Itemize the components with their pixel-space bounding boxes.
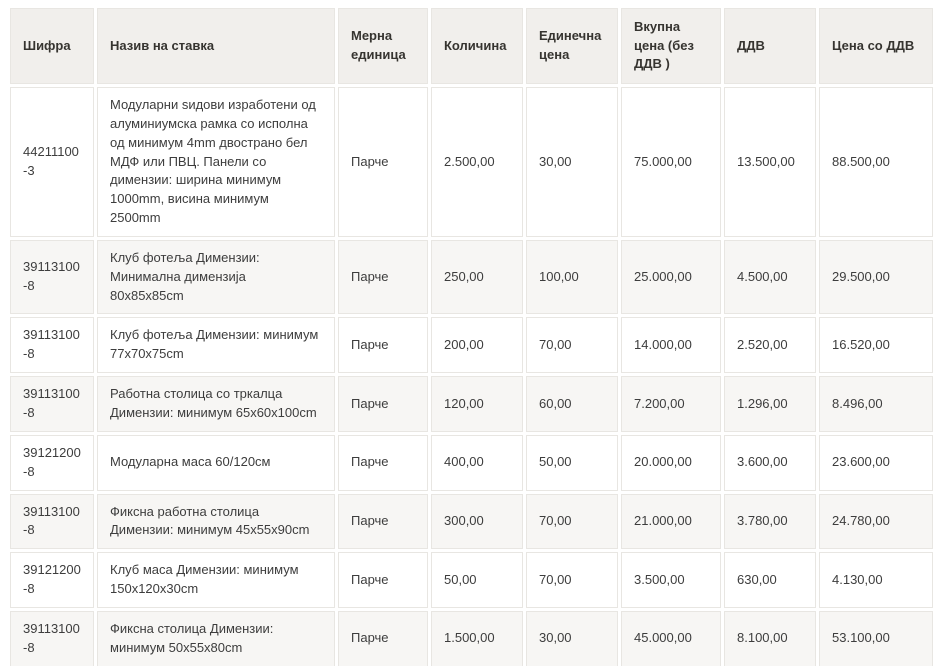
column-header-name: Назив на ставка: [97, 8, 335, 84]
table-row: 39121200-8 Клуб маса Димензии: минимум 15…: [10, 552, 933, 608]
cell-total_no_vat: 75.000,00: [621, 87, 721, 237]
cell-quantity: 250,00: [431, 239, 523, 315]
cell-price_with_vat: 24.780,00: [819, 493, 933, 550]
cell-name: Клуб фотеља Димензии: минимум 77x70x75cm: [97, 317, 335, 374]
cell-total_no_vat: 21.000,00: [621, 493, 721, 550]
cell-unit: Парче: [338, 376, 428, 432]
cell-name: Фиксна столица Димензии: минимум 50x55x8…: [97, 610, 335, 666]
cell-name: Клуб фотеља Димензии: Минимална димензиј…: [97, 239, 335, 315]
cell-vat: 2.520,00: [724, 317, 816, 374]
table-row: 39121200-8 Модуларна маса 60/120см Парче 40…: [10, 434, 933, 491]
cell-price_with_vat: 88.500,00: [819, 87, 933, 237]
cell-quantity: 1.500,00: [431, 610, 523, 666]
cell-vat: 630,00: [724, 552, 816, 608]
cell-total_no_vat: 25.000,00: [621, 239, 721, 315]
cell-total_no_vat: 3.500,00: [621, 552, 721, 608]
table-header: Шифра Назив на ставка Мерна единица Количин…: [10, 8, 933, 84]
cell-name: Клуб маса Димензии: минимум 150x120x30cm: [97, 552, 335, 608]
cell-quantity: 300,00: [431, 493, 523, 550]
cell-quantity: 200,00: [431, 317, 523, 374]
cell-price_with_vat: 53.100,00: [819, 610, 933, 666]
cell-unit_price: 30,00: [526, 87, 618, 237]
cell-vat: 1.296,00: [724, 376, 816, 432]
cell-quantity: 2.500,00: [431, 87, 523, 237]
cell-total_no_vat: 20.000,00: [621, 434, 721, 491]
cell-code: 39121200-8: [10, 434, 94, 491]
cell-quantity: 120,00: [431, 376, 523, 432]
cell-unit_price: 70,00: [526, 493, 618, 550]
cell-total_no_vat: 45.000,00: [621, 610, 721, 666]
cell-unit_price: 60,00: [526, 376, 618, 432]
table-row: 39113100-8 Фиксна работна столица Димензи…: [10, 493, 933, 550]
cell-code: 39113100-8: [10, 239, 94, 315]
table-row: 39113100-8 Клуб фотеља Димензии: минимум …: [10, 317, 933, 374]
cell-total_no_vat: 7.200,00: [621, 376, 721, 432]
column-header-unit_price: Единечна цена: [526, 8, 618, 84]
cell-unit_price: 70,00: [526, 317, 618, 374]
cell-unit: Парче: [338, 552, 428, 608]
table-row: 39113100-8 Работна столица со тркалца Дим…: [10, 376, 933, 432]
table-row: 39113100-8 Клуб фотеља Димензии: Минималн…: [10, 239, 933, 315]
cell-unit: Парче: [338, 493, 428, 550]
cell-unit: Парче: [338, 239, 428, 315]
cell-unit: Парче: [338, 317, 428, 374]
cell-unit_price: 70,00: [526, 552, 618, 608]
cell-price_with_vat: 29.500,00: [819, 239, 933, 315]
cell-vat: 3.600,00: [724, 434, 816, 491]
cell-unit: Парче: [338, 610, 428, 666]
column-header-total_no_vat: Вкупна цена (без ДДВ ): [621, 8, 721, 84]
cell-unit_price: 100,00: [526, 239, 618, 315]
cell-unit: Парче: [338, 87, 428, 237]
cell-quantity: 50,00: [431, 552, 523, 608]
cell-vat: 8.100,00: [724, 610, 816, 666]
cell-vat: 3.780,00: [724, 493, 816, 550]
column-header-price_with_vat: Цена со ДДВ: [819, 8, 933, 84]
table-row: 44211100-3 Модуларни ѕидови изработени од…: [10, 87, 933, 237]
cell-name: Фиксна работна столица Димензии: минимум…: [97, 493, 335, 550]
cell-vat: 13.500,00: [724, 87, 816, 237]
table-header-row: Шифра Назив на ставка Мерна единица Количин…: [10, 8, 933, 84]
cell-name: Модуларна маса 60/120см: [97, 434, 335, 491]
cell-unit_price: 50,00: [526, 434, 618, 491]
cell-code: 39113100-8: [10, 493, 94, 550]
cell-code: 39113100-8: [10, 317, 94, 374]
cell-total_no_vat: 14.000,00: [621, 317, 721, 374]
cell-unit: Парче: [338, 434, 428, 491]
cell-code: 39121200-8: [10, 552, 94, 608]
items-table: Шифра Назив на ставка Мерна единица Количин…: [7, 5, 936, 666]
cell-code: 39113100-8: [10, 610, 94, 666]
cell-unit_price: 30,00: [526, 610, 618, 666]
cell-price_with_vat: 16.520,00: [819, 317, 933, 374]
column-header-vat: ДДВ: [724, 8, 816, 84]
table-body: 44211100-3 Модуларни ѕидови изработени од…: [10, 87, 933, 666]
cell-code: 39113100-8: [10, 376, 94, 432]
cell-price_with_vat: 4.130,00: [819, 552, 933, 608]
column-header-unit: Мерна единица: [338, 8, 428, 84]
cell-quantity: 400,00: [431, 434, 523, 491]
cell-code: 44211100-3: [10, 87, 94, 237]
cell-price_with_vat: 23.600,00: [819, 434, 933, 491]
column-header-quantity: Количина: [431, 8, 523, 84]
column-header-code: Шифра: [10, 8, 94, 84]
cell-vat: 4.500,00: [724, 239, 816, 315]
cell-price_with_vat: 8.496,00: [819, 376, 933, 432]
cell-name: Работна столица со тркалца Димензии: мин…: [97, 376, 335, 432]
table-row: 39113100-8 Фиксна столица Димензии: миним…: [10, 610, 933, 666]
cell-name: Модуларни ѕидови изработени од алуминиум…: [97, 87, 335, 237]
